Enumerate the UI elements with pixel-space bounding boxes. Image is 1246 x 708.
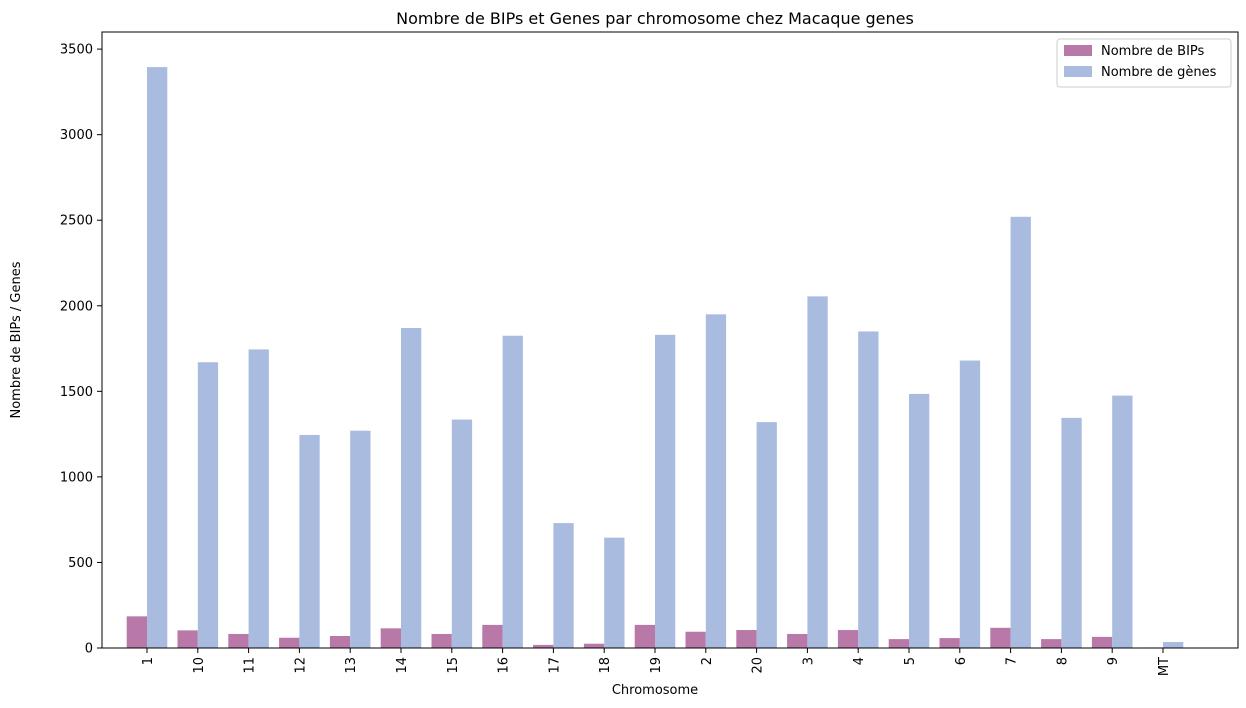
x-tick-label: MT bbox=[1157, 657, 1172, 676]
legend: Nombre de BIPs Nombre de gènes bbox=[1056, 38, 1232, 88]
legend-label-bips: Nombre de BIPs bbox=[1101, 44, 1205, 59]
x-tick-label: 2 bbox=[700, 657, 715, 665]
y-tick-label: 2000 bbox=[60, 299, 93, 314]
x-tick-label: 17 bbox=[547, 657, 562, 674]
x-axis-title: Chromosome bbox=[612, 683, 698, 698]
x-tick-label: 13 bbox=[344, 657, 359, 674]
x-tick-label: 10 bbox=[192, 657, 207, 674]
x-tick-label: 9 bbox=[1106, 657, 1121, 665]
bar-genes bbox=[502, 335, 523, 648]
y-tick-label: 1000 bbox=[60, 470, 93, 485]
bar-genes bbox=[909, 393, 930, 648]
y-tick-label: 1500 bbox=[60, 385, 93, 400]
bar-genes bbox=[197, 362, 219, 648]
chart-title: Nombre de BIPs et Genes par chromosome c… bbox=[396, 9, 914, 28]
bar-genes bbox=[1010, 216, 1031, 649]
y-tick-label: 500 bbox=[68, 556, 93, 571]
x-tick-label: 3 bbox=[801, 657, 816, 665]
bar-bips bbox=[1041, 639, 1062, 648]
bar-bips bbox=[126, 616, 147, 648]
bar-bips bbox=[533, 644, 554, 648]
bar-bips bbox=[634, 624, 655, 648]
x-tick-label: 12 bbox=[293, 657, 308, 674]
bar-bips bbox=[939, 638, 960, 648]
bar-bips bbox=[583, 643, 605, 648]
x-tick-label: 14 bbox=[395, 657, 410, 674]
bar-genes bbox=[756, 422, 777, 648]
y-tick-label: 2500 bbox=[60, 214, 93, 229]
x-tick-label: 5 bbox=[903, 657, 918, 665]
x-tick-label: 20 bbox=[751, 657, 766, 674]
plot-frame bbox=[101, 31, 1239, 649]
bar-genes bbox=[350, 430, 371, 648]
bar-genes bbox=[1061, 417, 1082, 648]
bar-genes bbox=[451, 419, 473, 648]
x-tick-label: 4 bbox=[852, 657, 867, 665]
legend-label-genes: Nombre de gènes bbox=[1101, 65, 1217, 80]
bar-genes bbox=[1112, 395, 1133, 648]
bar-genes bbox=[401, 328, 422, 648]
bar-bips bbox=[431, 633, 452, 648]
y-tick-label: 0 bbox=[85, 642, 93, 657]
bar-genes bbox=[705, 314, 727, 648]
x-tick-label: 11 bbox=[243, 657, 258, 674]
bar-bips bbox=[177, 630, 198, 648]
bar-bips bbox=[990, 627, 1011, 648]
bar-bips bbox=[787, 633, 808, 648]
x-tick-label: 6 bbox=[954, 657, 969, 665]
bar-genes bbox=[655, 334, 676, 648]
bar-bips bbox=[482, 624, 503, 648]
bar-bips bbox=[837, 630, 859, 648]
bar-genes bbox=[553, 523, 574, 648]
x-tick-label: 18 bbox=[598, 657, 613, 674]
x-tick-label: 1 bbox=[141, 657, 156, 665]
x-tick-label: 16 bbox=[497, 657, 512, 674]
x-tick-label: 15 bbox=[446, 657, 461, 674]
bar-genes bbox=[858, 331, 879, 648]
bar-bips bbox=[329, 636, 351, 648]
bar-genes bbox=[299, 434, 320, 648]
bar-genes bbox=[807, 296, 828, 648]
bar-bips bbox=[888, 639, 909, 648]
bar-bips bbox=[228, 633, 249, 648]
y-tick-label: 3500 bbox=[60, 43, 93, 58]
bar-genes bbox=[147, 67, 168, 649]
x-tick-label: 19 bbox=[649, 657, 664, 674]
legend-swatch-bips bbox=[1064, 45, 1092, 56]
bar-genes bbox=[604, 537, 625, 648]
y-axis-title: Nombre de BIPs / Genes bbox=[9, 261, 24, 418]
y-tick-label: 3000 bbox=[60, 128, 93, 143]
bar-genes bbox=[1163, 642, 1184, 648]
bar-bips bbox=[736, 630, 757, 648]
bar-genes bbox=[248, 349, 269, 648]
x-tick-label: 7 bbox=[1005, 657, 1020, 665]
bar-genes bbox=[959, 360, 981, 648]
legend-box bbox=[1056, 38, 1232, 88]
plot-area: 0 500 1000 1500 2000 2500 3000 3500 1 10 11 12 13 14 1… bbox=[60, 43, 1184, 676]
bar-bips bbox=[685, 631, 706, 648]
bar-bips bbox=[380, 628, 401, 648]
bar-bips bbox=[1091, 636, 1113, 648]
x-tick-label: 8 bbox=[1055, 657, 1070, 665]
bar-bips bbox=[279, 637, 300, 648]
legend-swatch-genes bbox=[1064, 66, 1092, 77]
